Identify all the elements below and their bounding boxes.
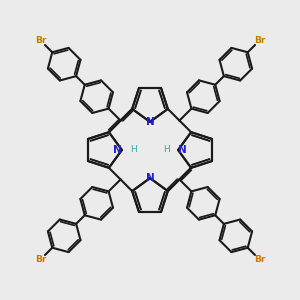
Text: Br: Br — [35, 36, 46, 45]
Text: N: N — [113, 145, 122, 155]
Text: N: N — [178, 145, 187, 155]
Text: H: H — [163, 146, 170, 154]
Text: Br: Br — [35, 255, 46, 264]
Text: Br: Br — [254, 255, 265, 264]
Text: H: H — [130, 146, 137, 154]
Text: N: N — [146, 117, 154, 127]
Text: Br: Br — [254, 36, 265, 45]
Text: N: N — [146, 173, 154, 183]
